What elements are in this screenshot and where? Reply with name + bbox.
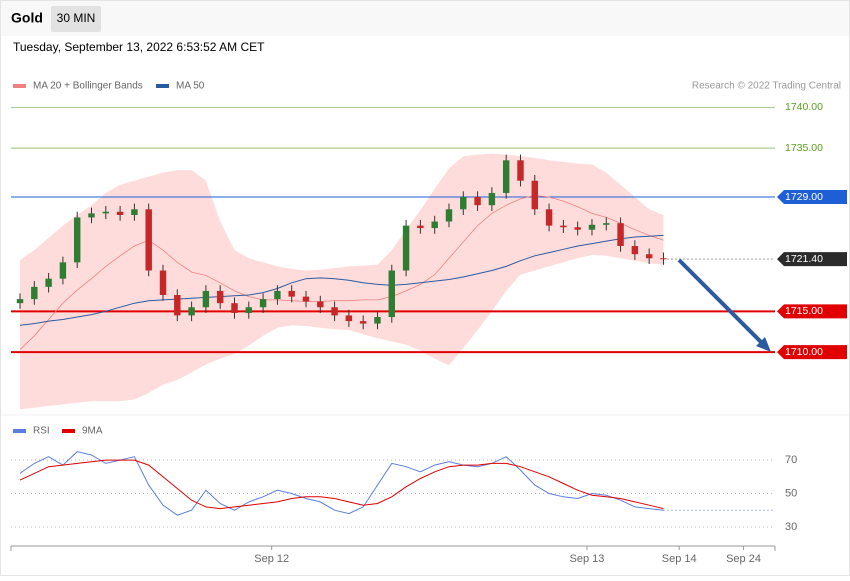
header-bar xyxy=(1,1,849,36)
candle-body xyxy=(660,258,667,260)
candle-body xyxy=(102,211,110,214)
level-label: 1729.00 xyxy=(785,191,823,203)
candle-body xyxy=(131,209,138,215)
interval-chip xyxy=(51,6,101,32)
rsi-line xyxy=(19,459,664,510)
interval: 30 MIN xyxy=(57,11,96,25)
bollinger-band xyxy=(20,153,664,410)
candle-body xyxy=(517,160,524,181)
candle-body xyxy=(116,211,124,215)
legend-label: RSI xyxy=(33,426,50,437)
candle-body xyxy=(245,307,253,313)
level-label: 1740.00 xyxy=(785,101,823,113)
y-tick-label: 30 xyxy=(785,521,797,533)
candle-body xyxy=(202,290,210,308)
y-tick-label: 70 xyxy=(785,454,797,466)
x-tick-label: Sep 24 xyxy=(726,553,761,565)
legend-swatch xyxy=(62,429,75,433)
candle-body xyxy=(302,296,310,302)
level-label-box xyxy=(777,304,847,319)
candle-body xyxy=(159,270,167,295)
candle-body xyxy=(231,303,238,313)
candle-body xyxy=(388,270,396,318)
y-tick-label: 50 xyxy=(785,487,797,499)
legend-swatch xyxy=(13,429,26,433)
level-label: 1735.00 xyxy=(785,142,823,154)
candle-body xyxy=(359,321,367,324)
rsi-line xyxy=(19,451,664,516)
level-label: 1710.00 xyxy=(785,346,823,358)
credit: Research © 2022 Trading Central xyxy=(692,81,841,92)
candle-body xyxy=(188,307,195,316)
level-label-box xyxy=(777,345,847,360)
legend-label: 9MA xyxy=(82,426,103,437)
candle-body xyxy=(645,254,653,259)
candle-body xyxy=(460,197,467,210)
symbol: Gold xyxy=(11,10,43,26)
candle-body xyxy=(317,301,324,308)
candle-body xyxy=(174,295,181,316)
candle-body xyxy=(431,221,438,229)
candle-body xyxy=(73,217,81,263)
level-label-box xyxy=(777,252,847,267)
candle-body xyxy=(16,299,24,304)
candle-body xyxy=(216,290,224,304)
candle-body xyxy=(288,290,295,297)
candle-body xyxy=(345,315,353,322)
candle-body xyxy=(274,290,281,300)
candle-body xyxy=(45,278,52,287)
candle-body xyxy=(531,180,538,210)
candle-body xyxy=(145,209,152,271)
legend-label: MA 50 xyxy=(176,81,205,92)
candle-body xyxy=(402,225,410,271)
level-label-box xyxy=(777,190,847,205)
x-tick-label: Sep 12 xyxy=(254,553,289,565)
candle-body xyxy=(588,224,596,230)
candle-body xyxy=(331,307,338,316)
candle-body xyxy=(474,197,481,206)
timestamp: Tuesday, September 13, 2022 6:53:52 AM C… xyxy=(13,40,265,54)
level-label: 1721.40 xyxy=(785,253,823,265)
candle-body xyxy=(259,299,267,308)
candle-body xyxy=(603,223,610,225)
candle-body xyxy=(502,160,510,193)
candle-body xyxy=(374,317,381,324)
candle-body xyxy=(617,223,624,247)
legend-swatch xyxy=(156,84,169,88)
candle-body xyxy=(488,192,496,206)
forecast-arrowhead xyxy=(756,337,771,352)
candle-body xyxy=(445,209,453,222)
candle-body xyxy=(88,213,95,218)
candle-body xyxy=(417,225,424,229)
legend-swatch xyxy=(13,84,26,88)
candle-body xyxy=(31,286,38,300)
candle-body xyxy=(631,246,639,255)
candle-body xyxy=(574,227,581,230)
candle-body xyxy=(545,209,553,226)
candle-body xyxy=(560,225,567,228)
ma-line xyxy=(19,194,664,350)
legend-label: MA 20 + Bollinger Bands xyxy=(33,81,143,92)
ma-line xyxy=(19,234,664,326)
level-label: 1715.00 xyxy=(785,305,823,317)
x-tick-label: Sep 13 xyxy=(570,553,605,565)
candle-body xyxy=(59,262,67,279)
x-tick-label: Sep 14 xyxy=(662,553,697,565)
forecast-arrow xyxy=(677,258,768,349)
